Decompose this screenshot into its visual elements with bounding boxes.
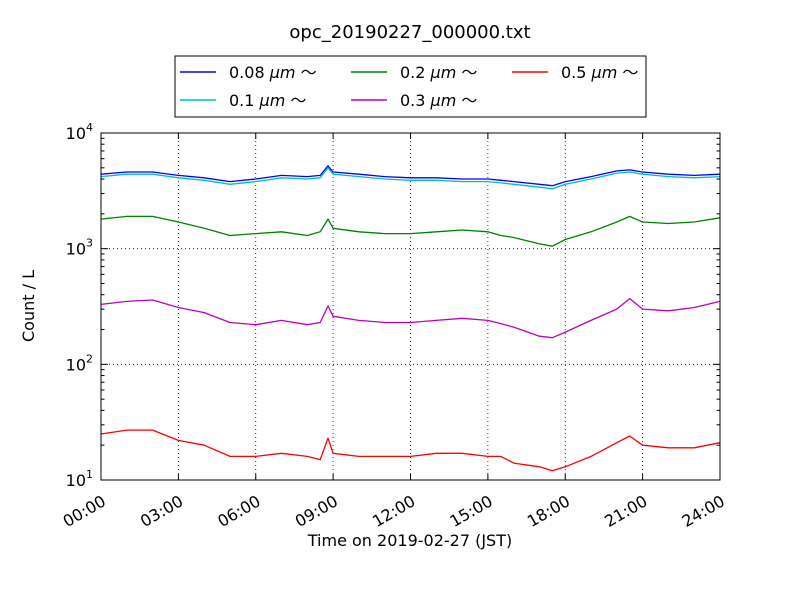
legend-label-2: 0.2 μm ～	[400, 63, 477, 82]
legend-label-1: 0.1 μm ～	[229, 91, 306, 110]
y-tick-label: 101	[66, 468, 93, 490]
y-tick-label: 102	[66, 352, 93, 374]
series-line-0	[100, 165, 721, 187]
chart-title: opc_20190227_000000.txt	[289, 22, 530, 43]
series-line-2	[100, 215, 721, 247]
y-tick-label: 104	[66, 121, 93, 143]
legend-label-3: 0.3 μm ～	[400, 91, 477, 110]
plot-area	[100, 132, 721, 481]
x-axis-label: Time on 2019-02-27 (JST)	[307, 531, 512, 550]
plot-frame	[100, 132, 721, 481]
series-line-4	[100, 429, 721, 472]
series-line-3	[100, 297, 721, 339]
series-layer	[100, 165, 721, 472]
legend-label-0: 0.08 μm ～	[229, 63, 317, 82]
legend-label-4: 0.5 μm ～	[561, 63, 638, 82]
series-line-1	[100, 167, 721, 190]
legend-frame	[174, 55, 647, 118]
legend: 0.08 μm ～ 0.1 μm ～ 0.2 μm ～ 0.3 μm ～ 0.5 μm …	[174, 55, 647, 118]
y-tick-labels: 101 102 103 104	[66, 121, 93, 490]
y-tick-label: 103	[66, 237, 93, 259]
plot-background	[101, 133, 720, 480]
y-axis-label: Count / L	[19, 270, 38, 342]
